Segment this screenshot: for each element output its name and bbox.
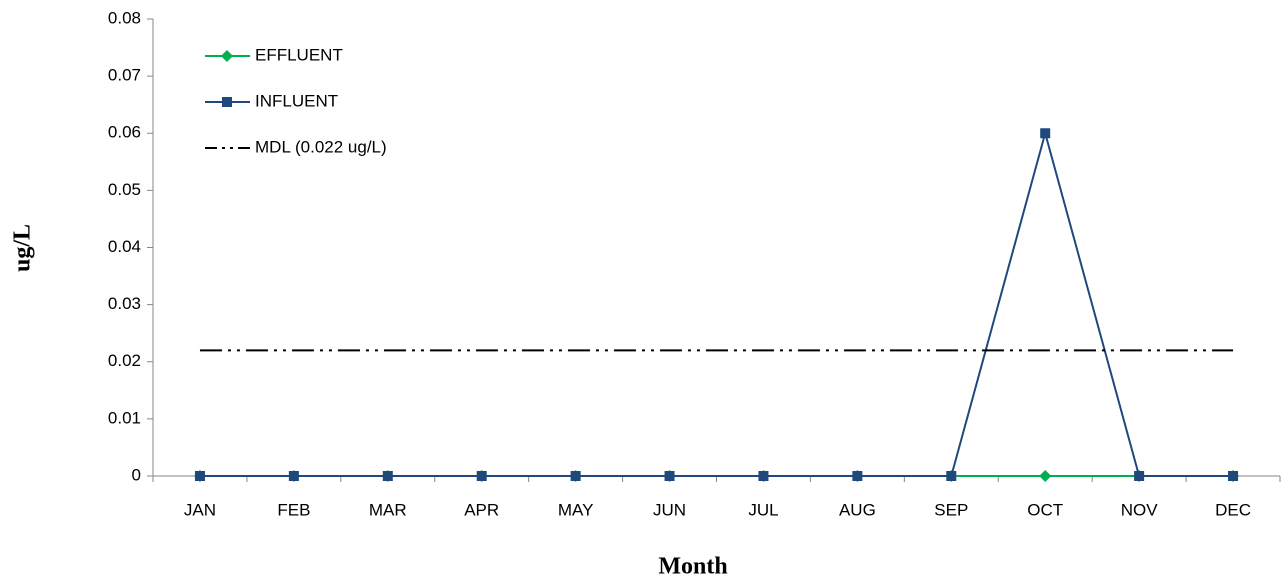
x-tick-label: DEC <box>1215 500 1251 519</box>
legend-label: INFLUENT <box>255 91 338 110</box>
y-tick-label: 0.05 <box>108 180 141 199</box>
x-tick-label: MAR <box>369 500 407 519</box>
x-tick-label: SEP <box>934 500 968 519</box>
data-point <box>382 471 393 481</box>
data-point <box>194 471 205 481</box>
x-tick-label: AUG <box>839 500 876 519</box>
data-point <box>1228 471 1239 481</box>
data-point <box>288 471 299 481</box>
y-tick-label: 0.04 <box>108 237 141 256</box>
legend-marker <box>222 97 232 107</box>
x-tick-label: MAY <box>558 500 594 519</box>
legend-label: EFFLUENT <box>255 45 343 64</box>
data-point <box>758 471 769 481</box>
x-tick-label: JUL <box>748 500 778 519</box>
data-point <box>852 471 863 481</box>
data-point <box>570 471 581 481</box>
legend-marker <box>221 50 233 62</box>
y-tick-label: 0.03 <box>108 294 141 313</box>
data-point <box>476 471 487 481</box>
data-point <box>946 471 957 481</box>
data-point <box>664 471 675 481</box>
y-tick-label: 0 <box>132 465 141 484</box>
legend-label: MDL (0.022 ug/L) <box>255 137 387 156</box>
x-tick-label: APR <box>464 500 499 519</box>
data-point <box>1039 470 1052 482</box>
x-tick-label: JUN <box>653 500 686 519</box>
x-tick-label: OCT <box>1027 500 1063 519</box>
data-point <box>1134 471 1145 481</box>
y-tick-label: 0.02 <box>108 351 141 370</box>
series-line <box>199 129 1234 477</box>
x-tick-label: JAN <box>184 500 216 519</box>
y-axis-title: ug/L <box>10 224 36 272</box>
x-tick-label: FEB <box>277 500 310 519</box>
y-tick-label: 0.01 <box>108 408 141 427</box>
y-tick-label: 0.06 <box>108 123 141 142</box>
y-tick-label: 0.08 <box>108 8 141 27</box>
x-axis-title: Month <box>658 554 727 580</box>
data-point <box>1040 128 1051 139</box>
y-tick-label: 0.07 <box>108 66 141 85</box>
x-tick-label: NOV <box>1121 500 1159 519</box>
